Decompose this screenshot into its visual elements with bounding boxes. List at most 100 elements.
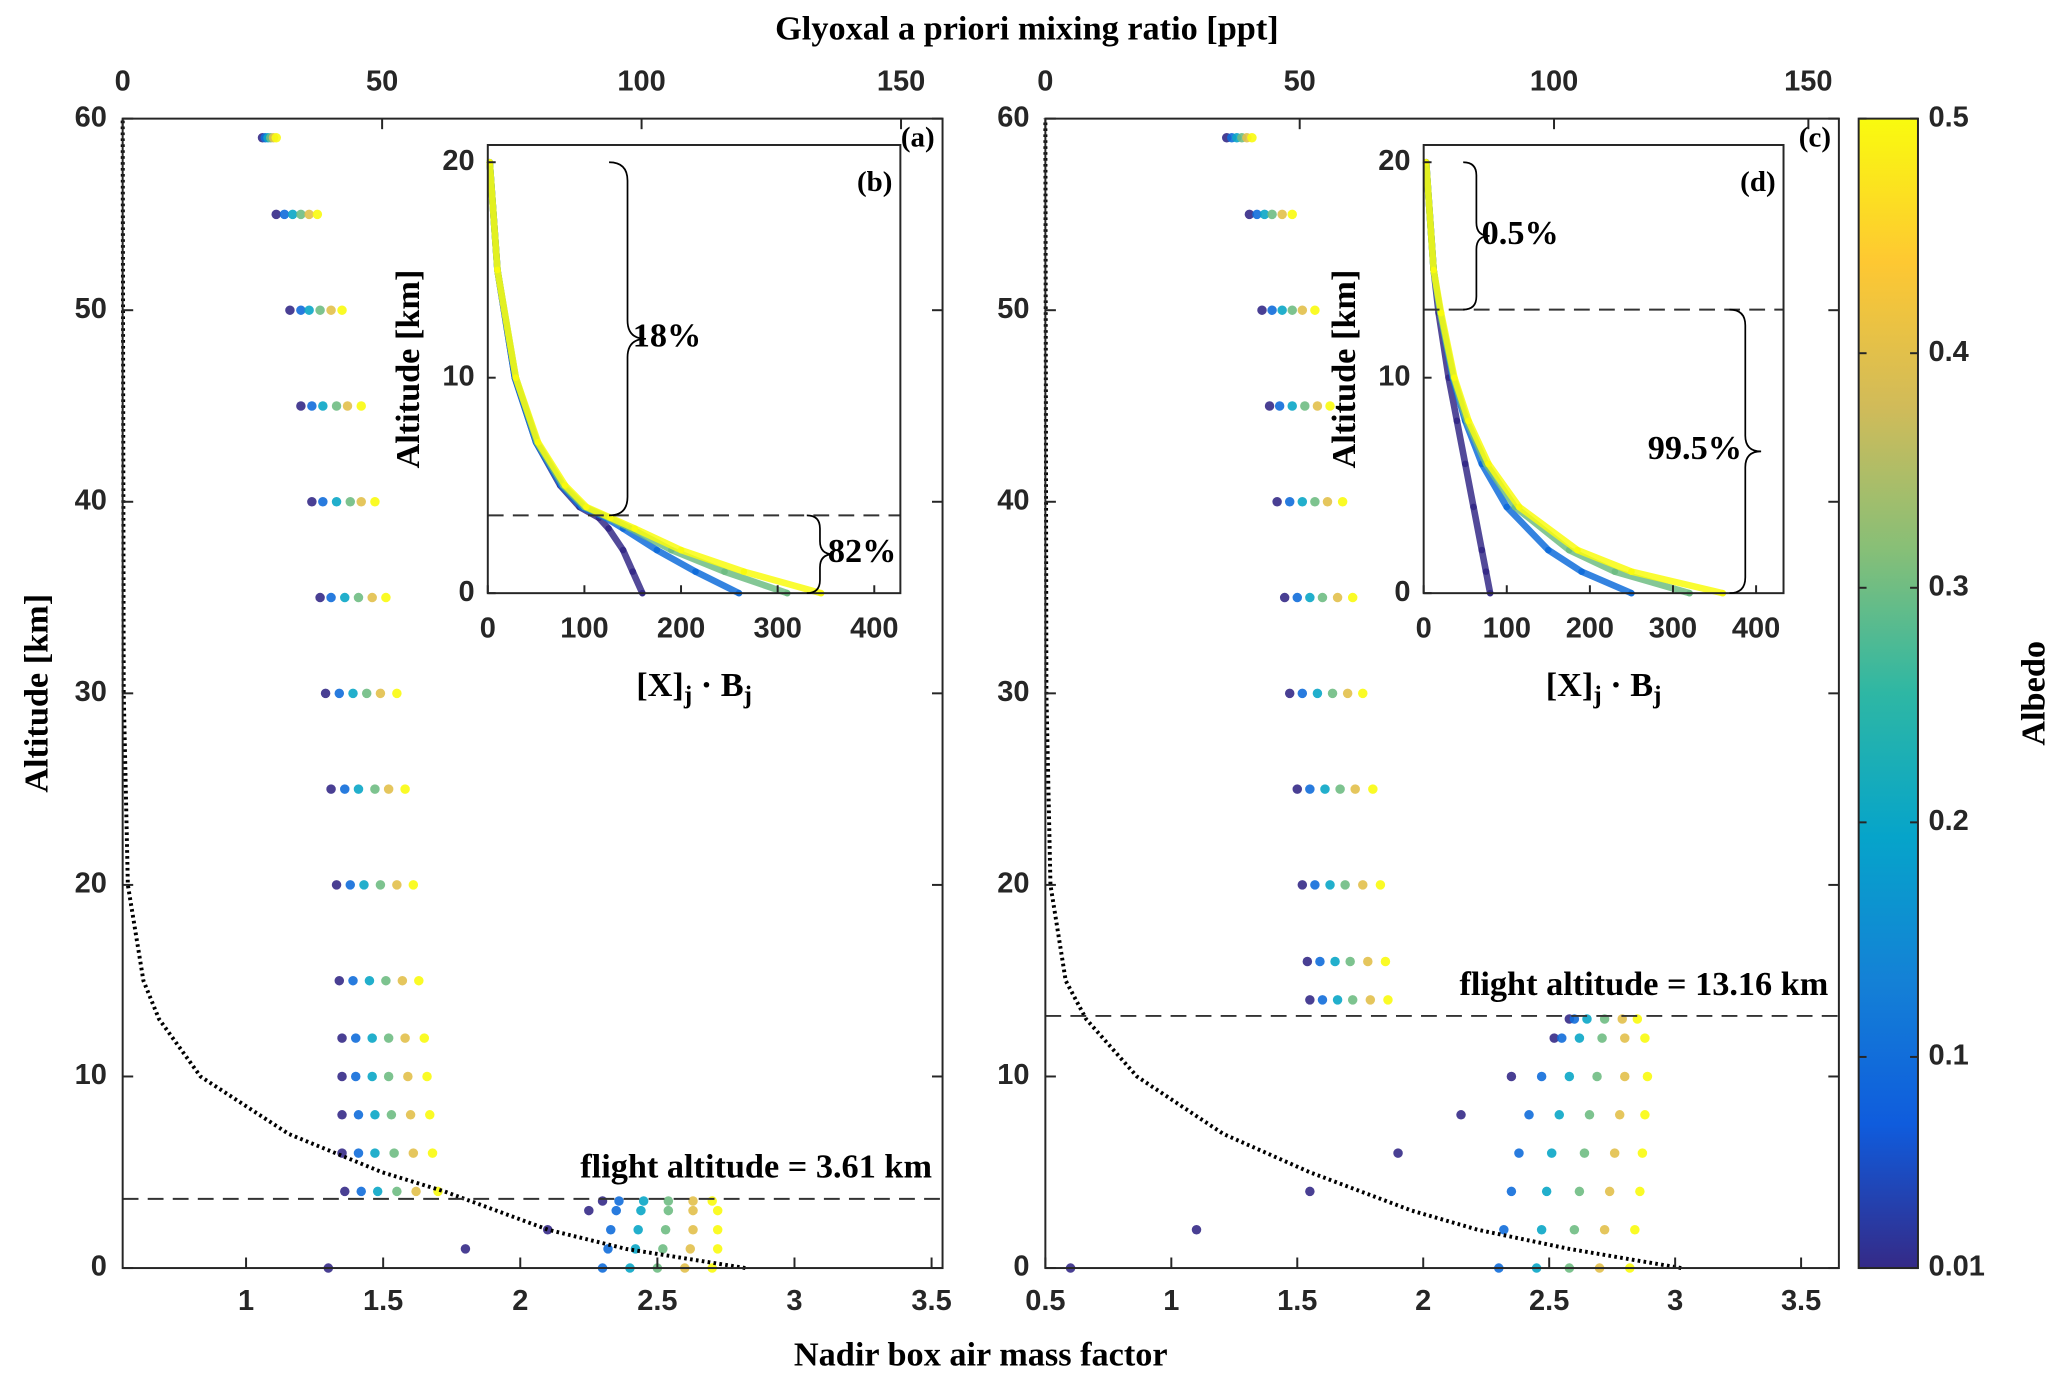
amf-point [331, 497, 342, 507]
x-tick-label: 3 [1667, 1285, 1683, 1317]
amf-point [633, 1224, 643, 1235]
amf-point [1277, 305, 1287, 315]
amf-point [425, 1110, 435, 1120]
amf-point [1393, 1148, 1403, 1158]
amf-point [1347, 995, 1358, 1005]
amf-point [1564, 1071, 1575, 1082]
amf-point [326, 305, 336, 315]
x2-tick-label: 100 [1530, 66, 1578, 98]
bracket [806, 514, 834, 595]
amf-point [1574, 1186, 1585, 1197]
amf-point [542, 1224, 553, 1235]
y-tick-label: 10 [1378, 360, 1410, 392]
contribution-point [677, 546, 685, 554]
y-tick-label: 60 [997, 101, 1029, 133]
amf-point [712, 1224, 723, 1235]
amf-point [1297, 880, 1308, 890]
amf-point [312, 209, 323, 220]
x-tick-label: 2.5 [637, 1285, 677, 1317]
y-tick-label: 0 [1013, 1251, 1029, 1283]
amf-point [285, 305, 295, 315]
contribution-point [629, 568, 637, 575]
amf-point [1279, 592, 1290, 603]
amf-point [304, 305, 314, 315]
amf-point [1368, 784, 1378, 794]
amf-point [392, 1186, 402, 1197]
x2-tick-label: 150 [877, 66, 925, 98]
amf-point [1297, 688, 1308, 699]
colorbar-tick-label: 0.1 [1929, 1040, 1969, 1072]
amf-point [337, 305, 347, 315]
amf-point [1554, 1110, 1565, 1120]
amf-point [1332, 995, 1343, 1005]
x2-tick-label: 0 [115, 66, 131, 98]
contribution-point [607, 514, 614, 522]
amf-point [296, 209, 306, 220]
amf-point [1557, 1033, 1567, 1043]
x2-tick-label: 50 [1284, 66, 1316, 98]
contribution-point [534, 439, 542, 446]
amf-point [307, 401, 317, 411]
amf-point [350, 1033, 361, 1043]
amf-point [1584, 1110, 1595, 1120]
amf-point [375, 688, 386, 699]
amf-point [1604, 1186, 1615, 1197]
colorbar-title: Albedo [2014, 641, 2052, 746]
amf-point [1597, 1033, 1607, 1043]
amf-point [1264, 401, 1275, 411]
x-tick-label: 1.5 [363, 1285, 403, 1317]
amf-point [1310, 880, 1320, 890]
axes-box [1422, 144, 1785, 595]
amf-point [370, 784, 380, 794]
y-tick-label: 10 [75, 1059, 107, 1091]
colorbar-tick-label: 0.5 [1929, 101, 1969, 133]
amf-point [400, 1033, 410, 1043]
inset-background [1423, 144, 1784, 594]
contribution-point [1482, 568, 1490, 575]
amf-point [334, 688, 345, 699]
amf-point [584, 1205, 594, 1216]
amf-point [1380, 956, 1391, 967]
amf-point [348, 975, 358, 986]
amf-point [1456, 1110, 1466, 1120]
amf-point [1642, 1071, 1653, 1082]
amf-point [1191, 1224, 1202, 1235]
amf-point [408, 880, 419, 890]
amf-point [658, 1244, 668, 1254]
amf-point [348, 688, 358, 699]
amf-point [1312, 688, 1323, 699]
amf-point [307, 497, 317, 507]
amf-point [1620, 1071, 1630, 1082]
amf-point [1350, 784, 1360, 794]
amf-point [1506, 1186, 1517, 1197]
amf-point [364, 975, 375, 986]
amf-point [1327, 688, 1338, 699]
amf-point [381, 592, 391, 603]
y-tick-label: 50 [75, 293, 107, 325]
amf-point [636, 1205, 646, 1216]
amf-point [1259, 209, 1270, 220]
contribution-point [721, 568, 728, 575]
colorbar-tick-label: 0.01 [1929, 1251, 1985, 1283]
x2-tick-label: 50 [366, 66, 398, 98]
amf-point [337, 1033, 347, 1043]
amf-point [1297, 305, 1308, 315]
amf-point [1546, 1148, 1557, 1158]
colorbar-tick-label: 0.3 [1929, 570, 1969, 602]
x-tick-label: 2 [512, 1285, 528, 1317]
amf-point [1340, 880, 1350, 890]
x-axis-title-part: · B [1602, 666, 1653, 704]
amf-point [383, 1071, 394, 1082]
amf-point [1325, 401, 1335, 411]
amf-point [340, 784, 350, 794]
amf-point [1287, 401, 1297, 411]
amf-point [1325, 880, 1335, 890]
amf-point [370, 497, 380, 507]
amf-point [597, 1196, 608, 1206]
contribution-profile [1422, 162, 1724, 597]
y-tick-label: 20 [75, 868, 107, 900]
amf-point [1609, 1148, 1620, 1158]
x-axis-title: [X]j · Bj [636, 666, 752, 709]
amf-point [1257, 305, 1267, 315]
